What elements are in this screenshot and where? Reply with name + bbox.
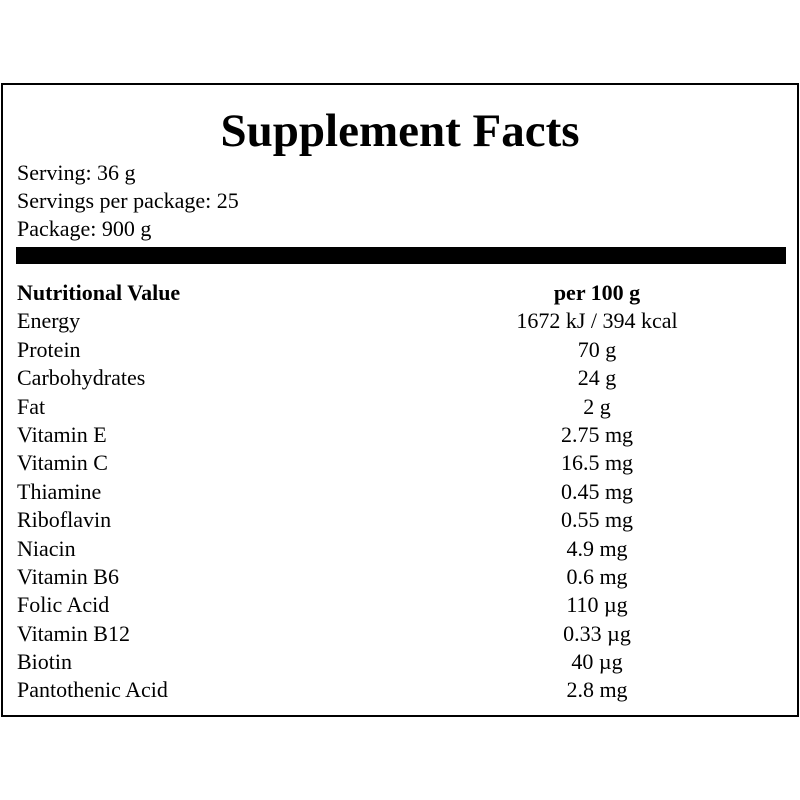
table-row: Vitamin B12 0.33 µg: [17, 620, 787, 648]
nutrient-name: Niacin: [17, 535, 76, 561]
nutrient-value: 40 µg: [571, 649, 623, 675]
table-row: Pantothenic Acid 2.8 mg: [17, 676, 787, 704]
nutrient-value: 0.45 mg: [560, 478, 634, 504]
nutrient-value: 1672 kJ / 394 kcal: [516, 308, 678, 334]
nutrient-name: Riboflavin: [17, 507, 112, 533]
serving-info: Serving: 36 g Servings per package: 25 P…: [17, 159, 239, 243]
nutrient-name: Thiamine: [17, 478, 102, 504]
nutrient-value: 2.75 mg: [560, 421, 634, 447]
nutrient-name: Pantothenic Acid: [17, 677, 168, 703]
nutrient-value: 16.5 mg: [560, 450, 634, 476]
nutrient-value: 4.9 mg: [566, 535, 628, 561]
panel-title: Supplement Facts: [220, 105, 580, 157]
table-header-row: Nutritional Value per 100 g: [17, 279, 787, 307]
nutrient-name: Biotin: [17, 649, 73, 675]
table-row: Carbohydrates 24 g: [17, 364, 787, 392]
nutrient-name: Vitamin E: [17, 421, 107, 447]
nutrient-name: Vitamin C: [17, 450, 108, 476]
nutrient-name: Vitamin B12: [17, 620, 130, 646]
header-per-100g: per 100 g: [553, 280, 641, 305]
serving-size: Serving: 36 g: [17, 160, 136, 185]
table-row: Vitamin E 2.75 mg: [17, 421, 787, 449]
table-row: Fat 2 g: [17, 393, 787, 421]
nutrient-name: Vitamin B6: [17, 563, 119, 589]
nutrient-name: Folic Acid: [17, 592, 110, 618]
table-row: Biotin 40 µg: [17, 648, 787, 676]
nutrition-table: Nutritional Value per 100 g Energy 1672 …: [17, 279, 787, 705]
nutrient-value: 2 g: [583, 393, 611, 419]
nutrient-name: Energy: [17, 308, 81, 334]
thick-divider: [16, 247, 786, 264]
nutrient-value: 70 g: [577, 336, 617, 362]
nutrient-value: 24 g: [577, 365, 617, 391]
nutrient-value: 2.8 mg: [566, 677, 628, 703]
servings-per-package: Servings per package: 25: [17, 188, 239, 213]
nutrient-name: Carbohydrates: [17, 365, 146, 391]
nutrient-name: Protein: [17, 336, 81, 362]
table-row: Energy 1672 kJ / 394 kcal: [17, 307, 787, 335]
table-row: Niacin 4.9 mg: [17, 535, 787, 563]
nutrient-value: 0.33 µg: [563, 620, 631, 646]
nutrient-name: Fat: [17, 393, 46, 419]
table-row: Vitamin B6 0.6 mg: [17, 563, 787, 591]
table-row: Riboflavin 0.55 mg: [17, 506, 787, 534]
table-row: Folic Acid 110 µg: [17, 591, 787, 619]
supplement-facts-panel: Supplement Facts Serving: 36 g Servings …: [1, 83, 799, 717]
nutrient-value: 0.6 mg: [566, 563, 628, 589]
table-row: Thiamine 0.45 mg: [17, 478, 787, 506]
nutrient-value: 110 µg: [566, 592, 628, 618]
nutrient-value: 0.55 mg: [560, 507, 634, 533]
header-nutrient: Nutritional Value: [17, 280, 181, 305]
package-size: Package: 900 g: [17, 216, 152, 241]
table-row: Protein 70 g: [17, 336, 787, 364]
table-row: Vitamin C 16.5 mg: [17, 449, 787, 477]
